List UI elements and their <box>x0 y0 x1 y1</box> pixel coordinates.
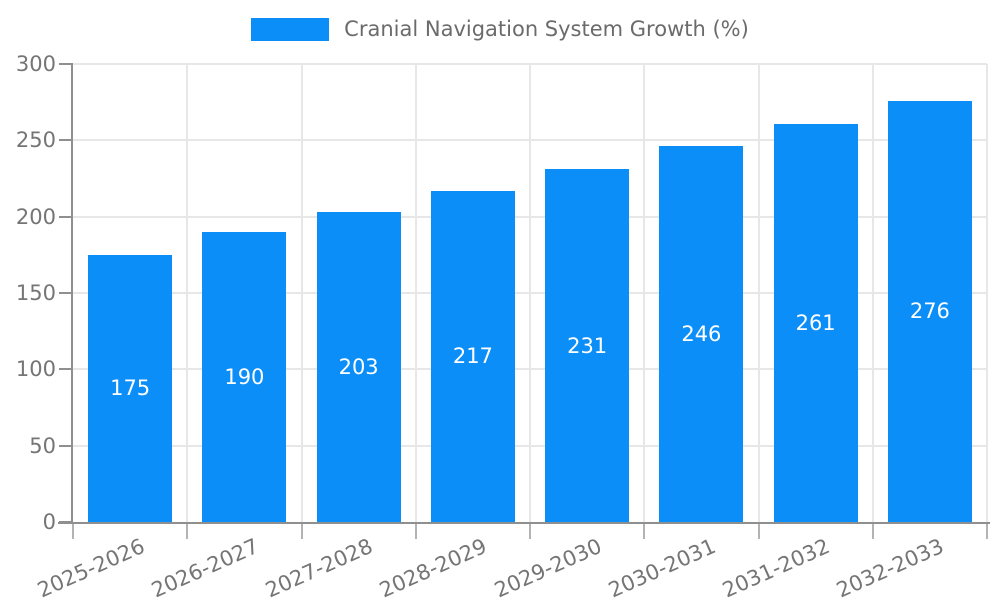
y-axis-tick <box>59 444 73 447</box>
y-axis-label: 50 <box>29 433 56 458</box>
x-gridline <box>757 64 760 522</box>
bar-2027-2028[interactable] <box>316 212 401 522</box>
x-axis-line <box>58 522 990 524</box>
x-axis-tick <box>72 524 74 539</box>
y-axis-line <box>71 64 73 524</box>
bar-value-label: 261 <box>795 310 836 335</box>
y-axis-tick <box>59 63 73 65</box>
bar-2032-2033[interactable] <box>887 100 972 522</box>
y-axis-tick <box>59 368 73 371</box>
x-axis-tick <box>300 524 303 539</box>
x-gridline <box>300 64 303 522</box>
bar-value-label: 231 <box>567 333 608 358</box>
bar-2026-2027[interactable] <box>202 231 287 522</box>
legend-label: Cranial Navigation System Growth (%) <box>344 17 749 41</box>
x-axis-tick <box>871 524 874 539</box>
x-axis-label: 2029-2030 <box>490 534 605 600</box>
x-axis-tick <box>529 524 531 539</box>
bar-value-label: 276 <box>909 299 950 324</box>
legend-swatch-icon <box>251 17 330 41</box>
chart-legend: Cranial Navigation System Growth (%) <box>0 17 1000 41</box>
y-axis-tick <box>59 215 73 218</box>
x-axis-tick <box>986 524 988 539</box>
x-gridline <box>871 64 874 522</box>
y-axis-label: 300 <box>15 52 56 76</box>
bar-2029-2030[interactable] <box>545 169 630 522</box>
x-axis-tick <box>414 524 417 539</box>
x-axis-tick <box>643 524 646 539</box>
y-axis-label: 0 <box>42 510 56 534</box>
x-gridline <box>414 64 417 522</box>
x-gridline <box>529 64 531 522</box>
x-axis-label: 2030-2031 <box>604 534 720 600</box>
bar-value-label: 246 <box>681 322 722 347</box>
x-gridline <box>643 64 646 522</box>
bar-value-label: 203 <box>338 355 379 380</box>
legend-item-growth[interactable]: Cranial Navigation System Growth (%) <box>251 17 749 41</box>
y-axis-label: 100 <box>15 357 56 382</box>
y-axis-label: 150 <box>15 281 56 305</box>
y-axis-label: 250 <box>15 128 56 153</box>
x-axis-label: 2032-2033 <box>833 534 948 600</box>
x-axis-label: 2025-2026 <box>33 534 148 600</box>
x-axis-label: 2031-2032 <box>719 534 834 600</box>
bar-2025-2026[interactable] <box>88 254 173 522</box>
x-axis-tick <box>757 524 760 539</box>
bar-2030-2031[interactable] <box>659 146 744 522</box>
bar-2031-2032[interactable] <box>773 123 858 522</box>
bar-2028-2029[interactable] <box>430 190 515 522</box>
y-axis-label: 200 <box>15 204 56 229</box>
bar-value-label: 190 <box>224 364 265 389</box>
bar-value-label: 217 <box>452 344 493 369</box>
y-axis-tick <box>59 139 73 142</box>
x-gridline <box>986 64 988 522</box>
x-axis-label: 2028-2029 <box>376 534 491 600</box>
x-gridline <box>186 64 189 522</box>
y-axis-tick <box>59 292 73 294</box>
x-axis-label: 2027-2028 <box>262 534 377 600</box>
x-axis-tick <box>186 524 189 539</box>
x-axis-label: 2026-2027 <box>147 534 263 600</box>
bar-value-label: 175 <box>110 376 151 401</box>
